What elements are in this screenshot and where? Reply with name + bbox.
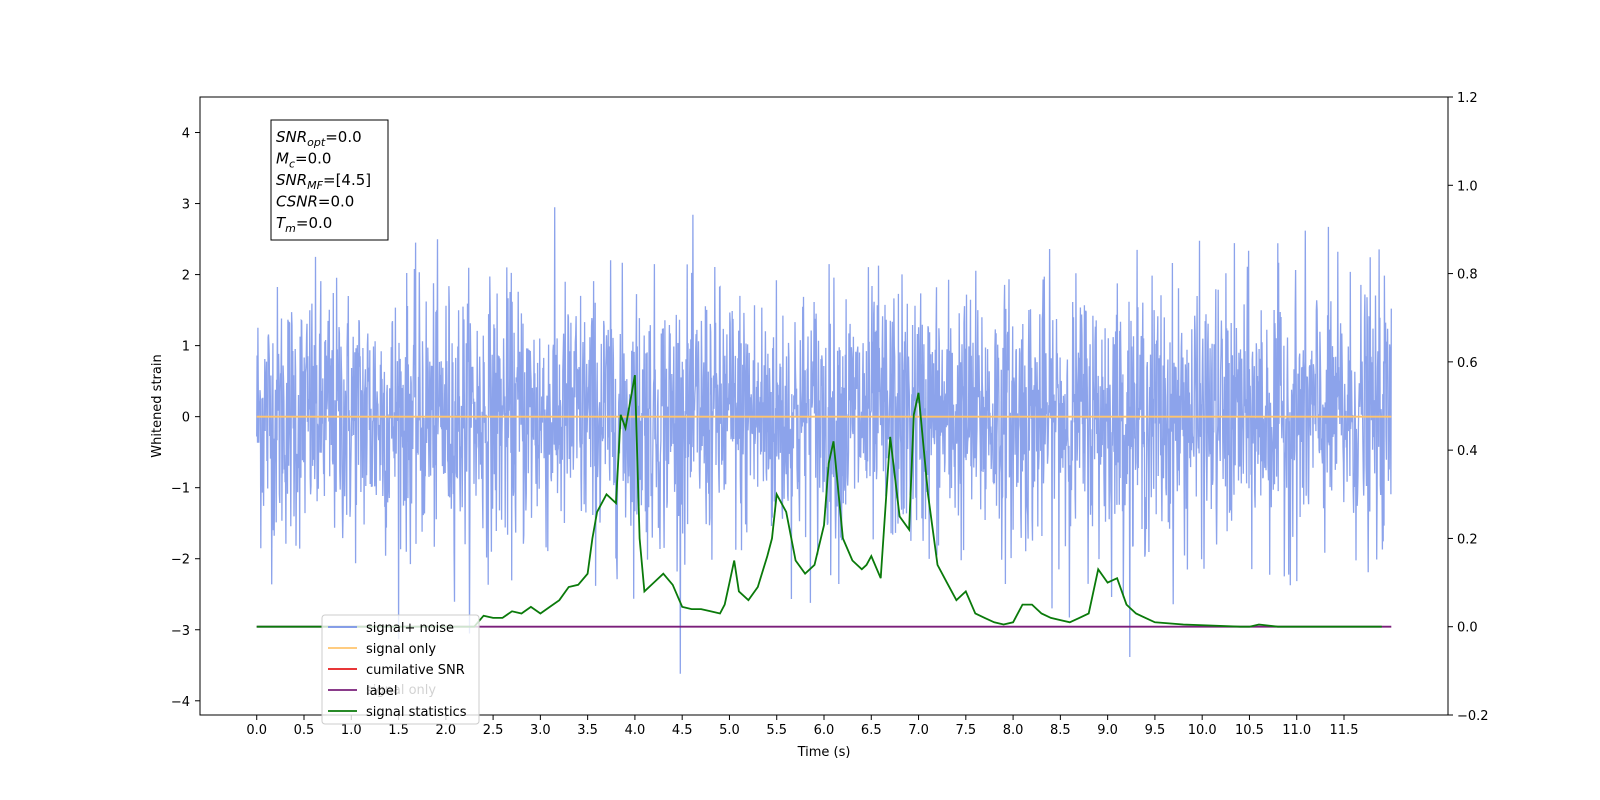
x-tick-label: 8.5 bbox=[1050, 723, 1071, 738]
x-tick-label: 11.0 bbox=[1282, 723, 1311, 738]
signal-noise-line bbox=[256, 207, 1392, 674]
x-tick-label: 5.0 bbox=[719, 723, 740, 738]
legend: signal only signal+ noise signal only cumil… bbox=[321, 614, 480, 725]
x-tick-label: 6.0 bbox=[814, 723, 835, 738]
legend-frame bbox=[321, 614, 480, 725]
annotation-line: Mc=0.0 bbox=[276, 150, 331, 171]
x-tick-label: 2.0 bbox=[435, 723, 456, 738]
annotation-symbol: SNR bbox=[276, 171, 307, 189]
x-tick-label: 6.5 bbox=[861, 723, 882, 738]
y-axis-label: Whitened strain bbox=[150, 354, 165, 457]
annotation-symbol: CSNR bbox=[276, 193, 318, 211]
x-tick-label: 8.0 bbox=[1003, 723, 1024, 738]
annotation-line: SNRopt=0.0 bbox=[276, 128, 362, 149]
annotation-subscript: MF bbox=[307, 179, 323, 192]
y-axis-left: 4 3 2 1 0 −1 −2 −3 −4 bbox=[171, 127, 200, 710]
annotation-symbol: M bbox=[276, 150, 289, 168]
x-tick-label: 4.0 bbox=[625, 723, 646, 738]
annotation-subscript: opt bbox=[307, 136, 326, 149]
y2-tick-label: 1.2 bbox=[1457, 91, 1478, 106]
legend-entry: label bbox=[366, 684, 397, 699]
annotation-value: =0.0 bbox=[295, 150, 331, 168]
legend-entry: cumilative SNR bbox=[366, 663, 465, 678]
x-tick-label: 1.0 bbox=[341, 723, 362, 738]
annotation-value: =0.0 bbox=[296, 214, 332, 232]
annotation-line: SNRMF=[4.5] bbox=[276, 171, 371, 192]
x-tick-label: 9.5 bbox=[1145, 723, 1166, 738]
annotation-subscript: m bbox=[285, 222, 296, 235]
signal-statistics-line bbox=[256, 374, 1382, 628]
y-tick-label: 3 bbox=[182, 198, 190, 213]
y-tick-label: 4 bbox=[182, 127, 190, 142]
annotation-line: Tm=0.0 bbox=[276, 214, 332, 235]
legend-ghost-text: signal only bbox=[366, 683, 436, 698]
y-tick-label: 1 bbox=[182, 340, 190, 355]
x-tick-label: 4.5 bbox=[672, 723, 693, 738]
x-tick-label: 5.5 bbox=[766, 723, 787, 738]
y2-tick-label: 0.8 bbox=[1457, 268, 1478, 283]
y-tick-label: −2 bbox=[171, 553, 190, 568]
x-tick-label: 11.5 bbox=[1330, 723, 1359, 738]
x-tick-label: 7.5 bbox=[955, 723, 976, 738]
y-tick-label: −1 bbox=[171, 482, 190, 497]
annotation-subscript: c bbox=[289, 158, 295, 171]
x-tick-label: 3.5 bbox=[577, 723, 598, 738]
x-tick-label: 9.0 bbox=[1097, 723, 1118, 738]
annotation-value: =0.0 bbox=[325, 128, 361, 146]
legend-entry: signal+ noise bbox=[366, 621, 454, 636]
x-axis: 0.0 0.5 1.0 1.5 2.0 2.5 3.0 3.5 4.0 4.5 5.0 5.5 6.0 6… bbox=[246, 715, 1358, 738]
y-tick-label: 2 bbox=[182, 269, 190, 284]
x-tick-label: 2.5 bbox=[483, 723, 504, 738]
y2-tick-label: 0.6 bbox=[1457, 356, 1478, 371]
x-tick-label: 10.0 bbox=[1188, 723, 1217, 738]
y-axis-right: 1.2 1.0 0.8 0.6 0.4 0.2 0.0 −0.2 bbox=[1448, 91, 1489, 724]
signal-noise-series bbox=[256, 207, 1392, 674]
annotation-frame bbox=[270, 119, 389, 241]
x-tick-label: 1.5 bbox=[388, 723, 409, 738]
x-tick-label: 0.0 bbox=[246, 723, 267, 738]
annotation-line: CSNR=0.0 bbox=[276, 193, 354, 211]
legend-entry: signal only bbox=[366, 642, 436, 657]
y-tick-label: 0 bbox=[182, 411, 190, 426]
x-tick-label: 10.5 bbox=[1235, 723, 1264, 738]
y2-tick-label: −0.2 bbox=[1457, 709, 1489, 724]
annotation-box: SNRopt=0.0Mc=0.0SNRMF=[4.5]CSNR=0.0Tm=0.… bbox=[270, 119, 389, 241]
x-tick-label: 7.0 bbox=[908, 723, 929, 738]
y2-tick-label: 0.2 bbox=[1457, 532, 1478, 547]
annotation-symbol: SNR bbox=[276, 128, 307, 146]
annotation-value: =0.0 bbox=[318, 193, 354, 211]
x-tick-label: 0.5 bbox=[294, 723, 315, 738]
x-axis-label: Time (s) bbox=[797, 745, 851, 760]
y-tick-label: −3 bbox=[171, 624, 190, 639]
y2-tick-label: 1.0 bbox=[1457, 179, 1478, 194]
x-tick-label: 3.0 bbox=[530, 723, 551, 738]
legend-entry: signal statistics bbox=[366, 705, 467, 720]
y-tick-label: −4 bbox=[171, 695, 190, 710]
y2-tick-label: 0.4 bbox=[1457, 444, 1478, 459]
y2-tick-label: 0.0 bbox=[1457, 621, 1478, 636]
annotation-value: =[4.5] bbox=[323, 171, 371, 189]
annotation-symbol: T bbox=[276, 214, 287, 232]
